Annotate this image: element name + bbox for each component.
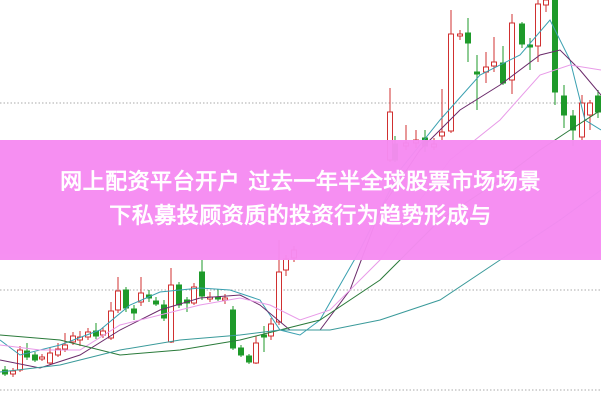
candle-up	[276, 271, 282, 323]
candle-down	[123, 289, 129, 309]
candle-up	[108, 310, 114, 339]
candle-down	[215, 296, 221, 300]
candle-down	[131, 308, 137, 314]
candle-down	[238, 347, 244, 356]
candle-up	[10, 370, 16, 375]
candle-down	[230, 309, 236, 349]
moving-average-line	[0, 64, 601, 351]
candle-down	[199, 271, 205, 297]
candle-down	[153, 300, 159, 305]
candle-down	[32, 354, 38, 361]
candle-up	[222, 297, 228, 301]
candle-up	[448, 33, 454, 132]
candle-up	[115, 290, 121, 311]
candle-down	[246, 355, 252, 363]
candle-up	[268, 323, 274, 337]
candle-down	[465, 32, 471, 44]
candle-down	[552, 0, 558, 93]
candle-down	[570, 115, 576, 131]
candle-up	[509, 22, 515, 81]
candle-up	[168, 284, 174, 343]
title-line-1: 网上配资平台开户 过去一年半全球股票市场场景	[60, 170, 541, 195]
candle-down	[595, 95, 601, 113]
candle-up	[47, 352, 53, 364]
candle-down	[161, 304, 167, 319]
candle-up	[100, 330, 106, 336]
candle-up	[283, 258, 289, 271]
candle-up	[253, 342, 259, 364]
candle-down	[474, 71, 480, 75]
candle-down	[561, 95, 567, 116]
candle-up	[491, 61, 497, 67]
candle-down	[176, 284, 182, 306]
candle-up	[39, 356, 45, 360]
candle-up	[17, 349, 23, 371]
candle-up	[587, 102, 593, 116]
candle-up	[62, 344, 68, 350]
candle-up	[439, 131, 445, 137]
candle-up	[535, 3, 541, 47]
candle-down	[500, 62, 506, 84]
candle-down	[261, 334, 267, 338]
moving-average-line	[0, 19, 601, 356]
candle-up	[138, 292, 144, 303]
candle-up	[191, 286, 197, 304]
candle-up	[457, 33, 463, 37]
title-banner: 网上配资平台开户 过去一年半全球股票市场场景 下私募投顾资质的投资行为趋势形成与	[0, 140, 601, 260]
candle-up	[55, 348, 61, 356]
candle-up	[543, 0, 549, 6]
title-line-2: 下私募投顾资质的投资行为趋势形成与	[109, 204, 492, 229]
candle-down	[519, 23, 525, 45]
